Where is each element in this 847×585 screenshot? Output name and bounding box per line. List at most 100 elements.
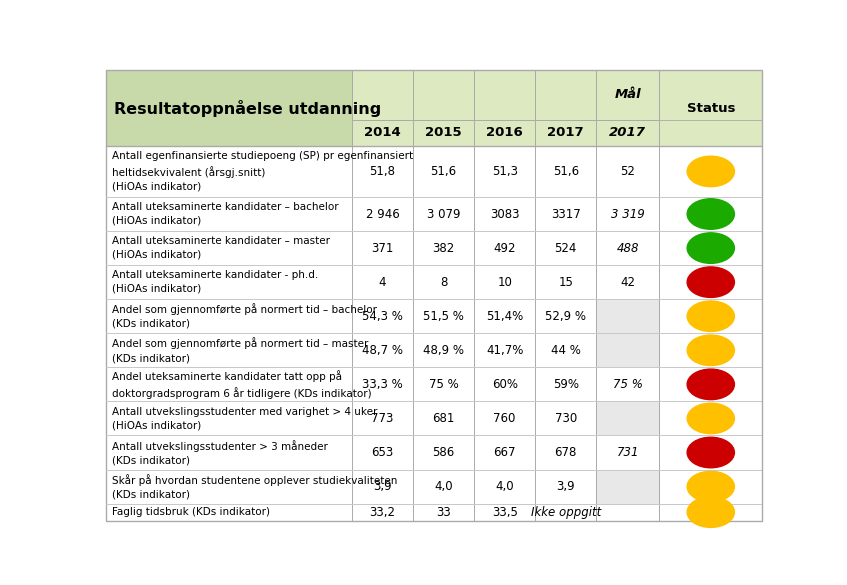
Text: 33: 33 — [436, 505, 451, 519]
Text: 2017: 2017 — [609, 126, 646, 139]
Text: Antall uteksaminerte kandidater - ph.d.
(HiOAs indikator): Antall uteksaminerte kandidater - ph.d. … — [113, 270, 318, 294]
Text: 33,5: 33,5 — [492, 505, 518, 519]
Bar — [352, 470, 413, 504]
Bar — [474, 333, 535, 367]
Bar — [413, 146, 474, 197]
Ellipse shape — [687, 301, 734, 332]
Text: 10: 10 — [497, 276, 512, 288]
Bar — [474, 70, 535, 120]
Bar — [413, 470, 474, 504]
Ellipse shape — [687, 335, 734, 366]
Bar — [659, 367, 762, 401]
Text: 653: 653 — [372, 446, 394, 459]
Bar — [659, 470, 762, 504]
Bar — [659, 146, 762, 197]
Bar — [106, 504, 352, 521]
Bar — [535, 299, 596, 333]
Bar — [474, 401, 535, 435]
Bar — [352, 197, 413, 231]
Bar — [596, 265, 659, 299]
Bar — [413, 504, 474, 521]
Bar — [596, 70, 659, 120]
Bar — [596, 146, 659, 197]
Text: 3,9: 3,9 — [556, 480, 575, 493]
Ellipse shape — [687, 156, 734, 187]
Text: 2014: 2014 — [364, 126, 401, 139]
Bar — [535, 367, 596, 401]
Bar — [352, 231, 413, 265]
Text: Antall utvekslingsstudenter > 3 måneder
(KDs indikator): Antall utvekslingsstudenter > 3 måneder … — [113, 440, 329, 465]
Bar — [106, 265, 352, 299]
Text: 48,9 %: 48,9 % — [424, 344, 464, 357]
Text: Ikke oppgitt: Ikke oppgitt — [530, 505, 601, 519]
Bar — [474, 120, 535, 146]
Text: 2015: 2015 — [425, 126, 462, 139]
Bar — [535, 120, 596, 146]
Bar — [474, 299, 535, 333]
Text: 51,8: 51,8 — [369, 165, 396, 178]
Bar — [659, 401, 762, 435]
Bar — [352, 120, 413, 146]
Bar — [535, 435, 596, 470]
Text: Status: Status — [687, 102, 735, 115]
Ellipse shape — [687, 497, 734, 528]
Bar — [596, 435, 659, 470]
Bar — [106, 70, 352, 146]
Text: 75 %: 75 % — [612, 378, 643, 391]
Bar — [474, 504, 535, 521]
Bar — [474, 265, 535, 299]
Bar — [106, 197, 352, 231]
Text: 371: 371 — [371, 242, 394, 254]
Text: 3317: 3317 — [551, 208, 580, 221]
Bar — [596, 299, 659, 333]
Text: 3 319: 3 319 — [611, 208, 645, 221]
Bar — [352, 435, 413, 470]
Bar — [413, 299, 474, 333]
Bar — [535, 231, 596, 265]
Bar — [413, 265, 474, 299]
Bar — [106, 146, 352, 197]
Bar — [535, 333, 596, 367]
Bar — [352, 504, 413, 521]
Bar — [659, 197, 762, 231]
Bar — [413, 197, 474, 231]
Bar — [659, 435, 762, 470]
Text: Andel som gjennomførte på normert tid – master
(KDs indikator): Andel som gjennomførte på normert tid – … — [113, 338, 368, 363]
Text: 2 946: 2 946 — [366, 208, 400, 221]
Ellipse shape — [687, 199, 734, 229]
Text: 760: 760 — [494, 412, 516, 425]
Bar — [413, 367, 474, 401]
Bar — [474, 146, 535, 197]
Bar — [659, 265, 762, 299]
Bar — [106, 299, 352, 333]
Bar — [596, 470, 659, 504]
Bar — [106, 231, 352, 265]
Bar — [596, 120, 659, 146]
Text: Resultatoppnåelse utdanning: Resultatoppnåelse utdanning — [113, 99, 381, 116]
Text: 44 %: 44 % — [551, 344, 581, 357]
Text: 51,5 %: 51,5 % — [424, 309, 464, 323]
Bar — [596, 504, 659, 521]
Bar — [596, 231, 659, 265]
Bar — [596, 367, 659, 401]
Bar — [535, 146, 596, 197]
Bar — [659, 504, 762, 521]
Bar — [352, 299, 413, 333]
Text: Antall utvekslingsstudenter med varighet > 4 uker
(HiOAs indikator): Antall utvekslingsstudenter med varighet… — [113, 407, 378, 430]
Bar — [535, 401, 596, 435]
Bar — [352, 265, 413, 299]
Text: 524: 524 — [555, 242, 577, 254]
Text: Antall uteksaminerte kandidater – bachelor
(HiOAs indikator): Antall uteksaminerte kandidater – bachel… — [113, 202, 339, 226]
Text: Antall uteksaminerte kandidater – master
(HiOAs indikator): Antall uteksaminerte kandidater – master… — [113, 236, 330, 260]
Bar — [535, 504, 596, 521]
Ellipse shape — [687, 403, 734, 433]
Text: 75 %: 75 % — [429, 378, 458, 391]
Text: 731: 731 — [617, 446, 639, 459]
Bar — [474, 435, 535, 470]
Text: 4: 4 — [379, 276, 386, 288]
Bar — [659, 231, 762, 265]
Bar — [106, 470, 352, 504]
Text: 15: 15 — [558, 276, 573, 288]
Text: 8: 8 — [440, 276, 447, 288]
Text: 42: 42 — [620, 276, 635, 288]
